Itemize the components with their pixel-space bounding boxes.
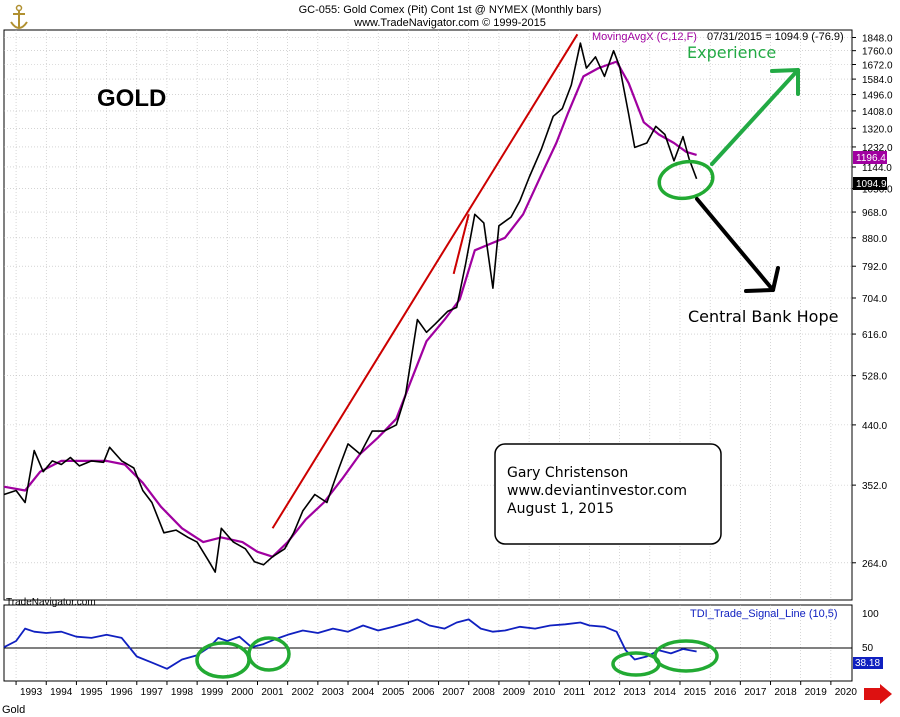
year-tick-label: 2005 <box>382 687 405 698</box>
svg-text:1094.9: 1094.9 <box>856 179 887 190</box>
price-tick-label: 1320.0 <box>862 124 893 135</box>
price-tick-label: 1672.0 <box>862 61 893 72</box>
year-tick-label: 2010 <box>533 687 556 698</box>
indicator-panel <box>3 604 853 682</box>
trendline-1 <box>452 214 470 275</box>
price-tick-label: 1144.0 <box>862 163 892 174</box>
header-line1: GC-055: Gold Comex (Pit) Cont 1st @ NYME… <box>299 4 602 16</box>
anchor-logo-icon <box>10 4 28 29</box>
year-tick-label: 2011 <box>564 687 586 698</box>
price-tick-label: 616.0 <box>862 330 887 341</box>
year-tick-label: 2013 <box>624 687 647 698</box>
year-tick-label: 2015 <box>684 687 707 698</box>
year-tick-label: 2004 <box>352 687 375 698</box>
price-panel <box>3 29 853 601</box>
trendline-0 <box>271 33 579 529</box>
year-tick-label: 2018 <box>774 687 797 698</box>
experience-label: Experience <box>687 43 776 62</box>
year-tick-label: 2009 <box>503 687 526 698</box>
price-tick-label: 880.0 <box>862 234 887 245</box>
price-tick-label: 1496.0 <box>862 91 893 102</box>
author-website: www.deviantinvestor.com <box>507 483 687 499</box>
year-tick-label: 2017 <box>744 687 767 698</box>
source-label: TradeNavigator.com <box>6 597 96 608</box>
price-line <box>3 42 698 573</box>
ma-legend-label: MovingAvgX (C,12,F) <box>592 31 697 43</box>
author-name: Gary Christenson <box>507 465 628 481</box>
indicator-circle-2013 <box>611 651 661 677</box>
indicator-layer <box>3 618 697 670</box>
indicator-circle-2001 <box>247 636 291 672</box>
year-tick-label: 1994 <box>50 687 73 698</box>
indicator-label: TDI_Trade_Signal_Line (10,5) <box>690 608 838 620</box>
price-tick-label: 1232.0 <box>862 143 893 154</box>
price-tick-label: 528.0 <box>862 372 887 383</box>
price-tick-label: 352.0 <box>862 481 887 492</box>
experience-arrow-icon <box>710 68 800 166</box>
central-bank-label: Central Bank Hope <box>688 307 838 326</box>
ma-legend-value: 07/31/2015 = 1094.9 (-76.9) <box>707 31 844 43</box>
year-tick-label: 2020 <box>835 687 858 698</box>
central-bank-arrow-icon <box>695 197 780 293</box>
price-tick-label: 968.0 <box>862 208 887 219</box>
indicator-line <box>3 618 697 670</box>
moving-average-line <box>3 60 697 558</box>
indicator-tick-100: 100 <box>862 609 879 620</box>
current-price-circle <box>657 159 715 201</box>
price-tick-label: 1056.0 <box>862 185 893 196</box>
year-tick-label: 2001 <box>261 687 284 698</box>
scroll-right-arrow-icon[interactable] <box>864 684 892 704</box>
price-tick-label: 264.0 <box>862 559 887 570</box>
year-tick-label: 2008 <box>473 687 496 698</box>
year-tick-label: 2016 <box>714 687 737 698</box>
year-tick-label: 1993 <box>20 687 43 698</box>
indicator-circle-2015 <box>653 639 719 673</box>
header-line2: www.TradeNavigator.com © 1999-2015 <box>353 17 546 29</box>
price-tick-label: 1760.0 <box>862 47 893 58</box>
year-tick-label: 2014 <box>654 687 677 698</box>
year-axis: 1993 1994 1995 1996 1997 1998 1999 2000 2001 2002… <box>15 681 858 698</box>
year-tick-label: 2003 <box>322 687 345 698</box>
series-layer <box>3 42 698 573</box>
author-date: August 1, 2015 <box>507 501 614 517</box>
year-tick-label: 2007 <box>442 687 465 698</box>
year-tick-label: 2000 <box>231 687 254 698</box>
header: GC-055: Gold Comex (Pit) Cont 1st @ NYME… <box>299 4 844 43</box>
trendlines <box>271 33 579 529</box>
symbol-label: Gold <box>2 704 25 716</box>
price-tick-label: 1408.0 <box>862 107 893 118</box>
year-tick-label: 1995 <box>80 687 103 698</box>
year-tick-label: 1998 <box>171 687 194 698</box>
year-tick-label: 2012 <box>593 687 616 698</box>
year-tick-label: 2006 <box>412 687 435 698</box>
price-tick-label: 704.0 <box>862 294 887 305</box>
indicator-tick-50: 50 <box>862 643 874 654</box>
year-tick-label: 2002 <box>292 687 315 698</box>
year-tick-label: 1997 <box>141 687 164 698</box>
close-value-badge: 1094.9 <box>853 177 887 190</box>
grid <box>4 30 852 681</box>
year-tick-label: 2019 <box>805 687 828 698</box>
author-box: Gary Christenson www.deviantinvestor.com… <box>494 443 722 545</box>
indicator-value-badge: 38.18 <box>853 657 883 669</box>
svg-text:1196.4: 1196.4 <box>856 153 886 164</box>
price-axis: 264.0 352.0 440.0 528.0 616.0 704.0 792.0 880.0… <box>852 33 893 570</box>
gold-title: GOLD <box>97 85 166 112</box>
svg-text:38.18: 38.18 <box>855 658 880 669</box>
price-tick-label: 1584.0 <box>862 75 893 86</box>
indicator-circles <box>195 636 719 679</box>
ma-value-badge: 1196.4 <box>853 151 887 164</box>
year-tick-label: 1999 <box>201 687 224 698</box>
year-tick-label: 1996 <box>110 687 133 698</box>
price-tick-label: 440.0 <box>862 421 887 432</box>
price-tick-label: 792.0 <box>862 262 887 273</box>
price-tick-label: 1848.0 <box>862 33 893 44</box>
